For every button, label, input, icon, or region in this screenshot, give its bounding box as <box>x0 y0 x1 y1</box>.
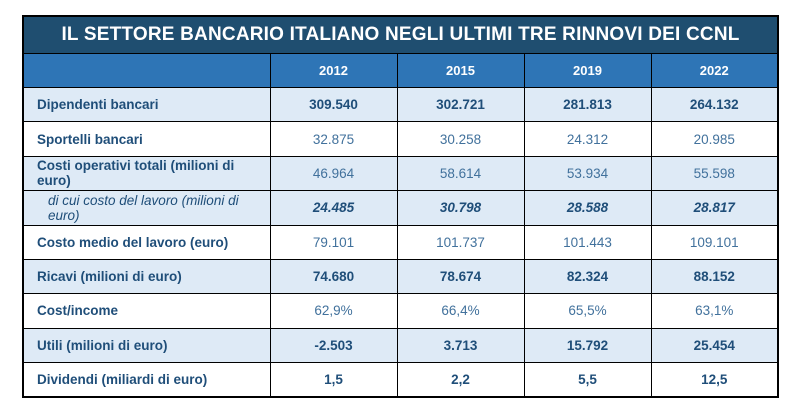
table-row-ricavi: Ricavi (milioni di euro) 74.680 78.674 8… <box>22 258 779 295</box>
table-row-dividendi: Dividendi (miliardi di euro) 1,5 2,2 5,5… <box>22 362 779 398</box>
row-label: Dipendenti bancari <box>22 86 271 123</box>
value-cell: 28.588 <box>523 190 652 226</box>
value-cell: 5,5 <box>523 362 652 398</box>
value-cell: 32.875 <box>269 121 398 157</box>
value-cell: 58.614 <box>396 155 525 192</box>
value-cell: 25.454 <box>650 327 779 364</box>
value-cell: 264.132 <box>650 86 779 123</box>
value-cell: 101.443 <box>523 224 652 260</box>
bank-sector-table-container: IL SETTORE BANCARIO ITALIANO NEGLI ULTIM… <box>22 15 780 398</box>
value-cell: 2,2 <box>396 362 525 398</box>
value-cell: 15.792 <box>523 327 652 364</box>
value-cell: 62,9% <box>269 293 398 329</box>
value-cell: 79.101 <box>269 224 398 260</box>
row-label: Cost/income <box>22 293 271 329</box>
value-cell: 101.737 <box>396 224 525 260</box>
value-cell: 55.598 <box>650 155 779 192</box>
row-label: Costi operativi totali (milioni di euro) <box>22 155 271 192</box>
value-cell: 109.101 <box>650 224 779 260</box>
value-cell: 12,5 <box>650 362 779 398</box>
table-row-sportelli-bancari: Sportelli bancari 32.875 30.258 24.312 2… <box>22 121 779 157</box>
value-cell: 3.713 <box>396 327 525 364</box>
value-cell: 78.674 <box>396 258 525 295</box>
table-row-utili: Utili (milioni di euro) -2.503 3.713 15.… <box>22 327 779 364</box>
year-header-2019: 2019 <box>523 53 652 88</box>
value-cell: 53.934 <box>523 155 652 192</box>
value-cell: 63,1% <box>650 293 779 329</box>
value-cell: 46.964 <box>269 155 398 192</box>
value-cell: 88.152 <box>650 258 779 295</box>
title-row: IL SETTORE BANCARIO ITALIANO NEGLI ULTIM… <box>22 15 779 54</box>
year-header-2015: 2015 <box>396 53 525 88</box>
bank-sector-table: IL SETTORE BANCARIO ITALIANO NEGLI ULTIM… <box>22 15 780 398</box>
value-cell: 30.258 <box>396 121 525 157</box>
table-row-costi-operativi: Costi operativi totali (milioni di euro)… <box>22 155 779 192</box>
year-header-2012: 2012 <box>269 53 398 88</box>
year-header-row: 2012 2015 2019 2022 <box>22 53 779 88</box>
value-cell: -2.503 <box>269 327 398 364</box>
row-label: Ricavi (milioni di euro) <box>22 258 271 295</box>
row-label: Sportelli bancari <box>22 121 271 157</box>
value-cell: 302.721 <box>396 86 525 123</box>
row-label: di cui costo del lavoro (milioni di euro… <box>22 190 271 226</box>
value-cell: 74.680 <box>269 258 398 295</box>
row-label: Utili (milioni di euro) <box>22 327 271 364</box>
value-cell: 1,5 <box>269 362 398 398</box>
value-cell: 24.485 <box>269 190 398 226</box>
value-cell: 65,5% <box>523 293 652 329</box>
value-cell: 20.985 <box>650 121 779 157</box>
value-cell: 24.312 <box>523 121 652 157</box>
value-cell: 66,4% <box>396 293 525 329</box>
table-title: IL SETTORE BANCARIO ITALIANO NEGLI ULTIM… <box>22 15 779 54</box>
value-cell: 28.817 <box>650 190 779 226</box>
value-cell: 82.324 <box>523 258 652 295</box>
table-row-costo-medio-lavoro: Costo medio del lavoro (euro) 79.101 101… <box>22 224 779 260</box>
row-label: Dividendi (miliardi di euro) <box>22 362 271 398</box>
value-cell: 281.813 <box>523 86 652 123</box>
empty-header-cell <box>22 53 271 88</box>
table-row-cost-income: Cost/income 62,9% 66,4% 65,5% 63,1% <box>22 293 779 329</box>
year-header-2022: 2022 <box>650 53 779 88</box>
table-row-dipendenti-bancari: Dipendenti bancari 309.540 302.721 281.8… <box>22 86 779 123</box>
value-cell: 30.798 <box>396 190 525 226</box>
table-row-costo-del-lavoro: di cui costo del lavoro (milioni di euro… <box>22 190 779 226</box>
row-label: Costo medio del lavoro (euro) <box>22 224 271 260</box>
value-cell: 309.540 <box>269 86 398 123</box>
